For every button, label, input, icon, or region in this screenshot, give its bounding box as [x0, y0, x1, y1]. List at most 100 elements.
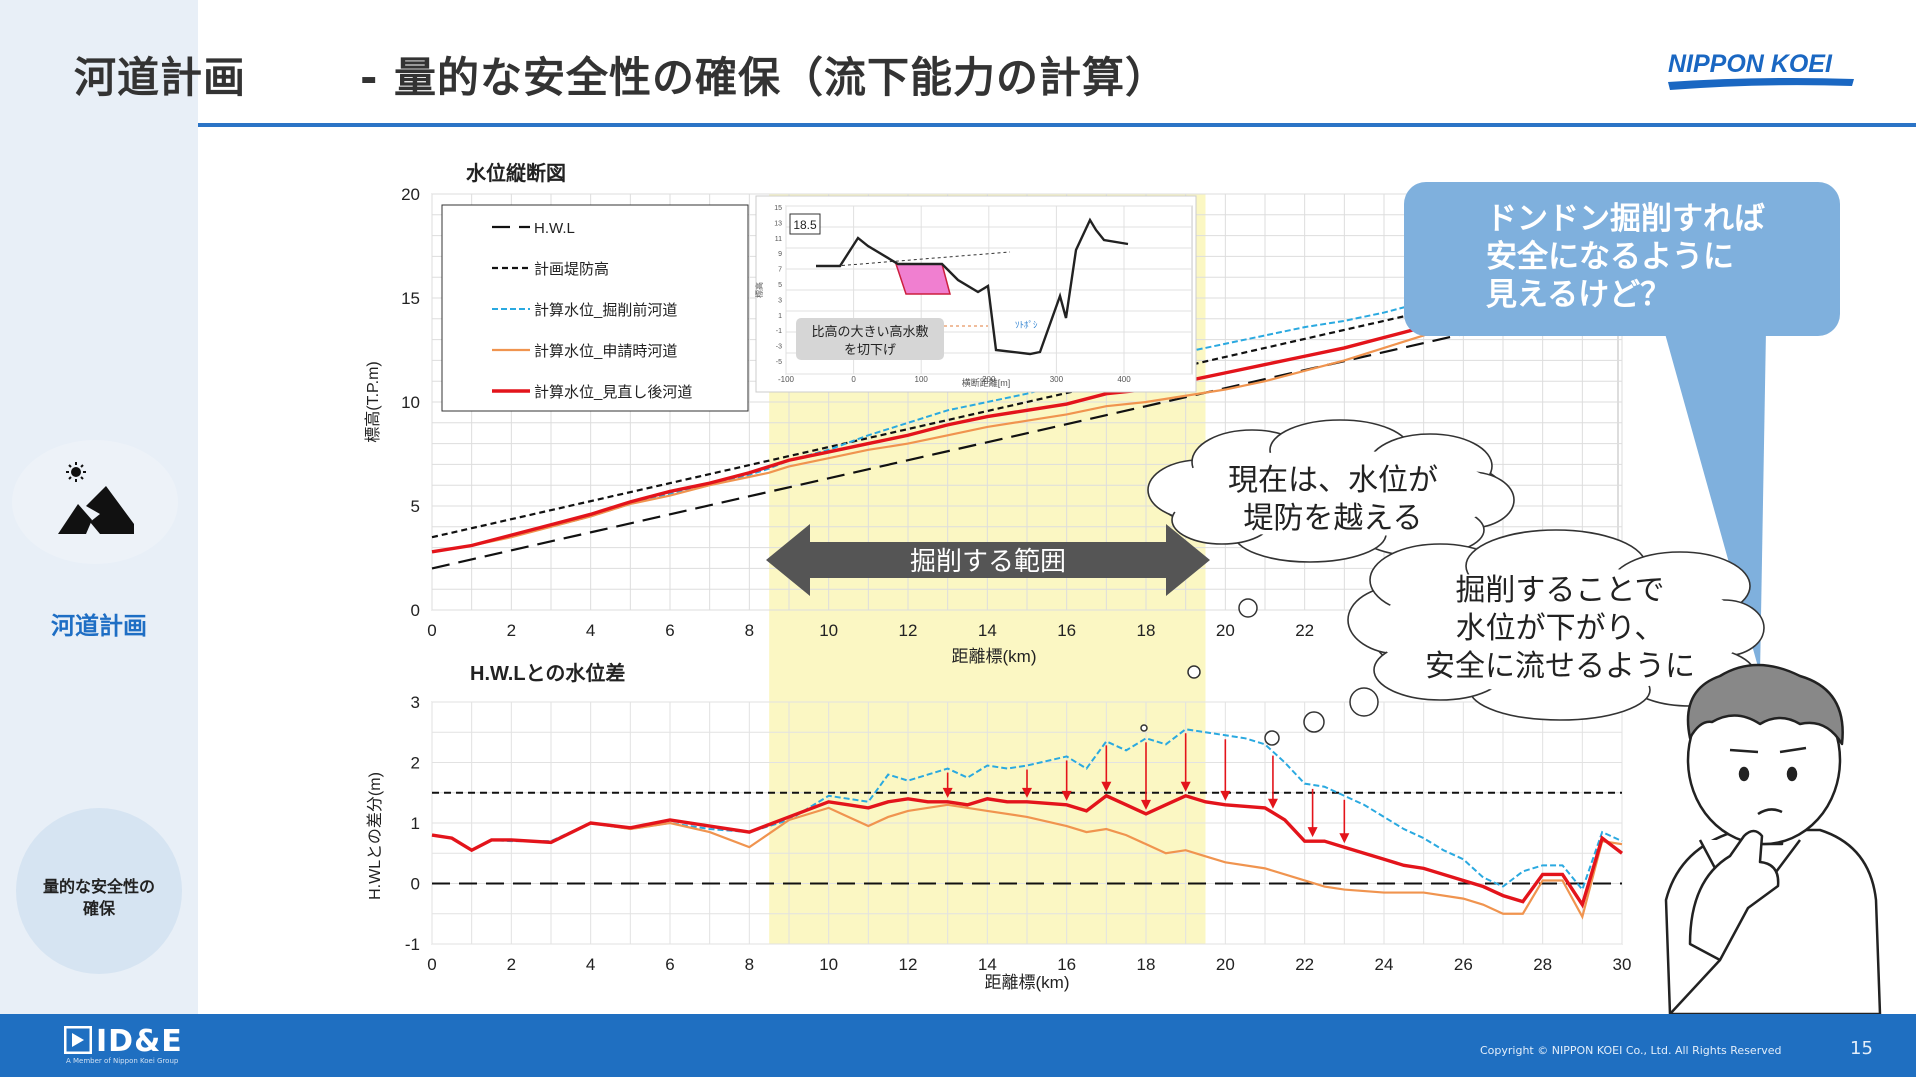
inset-xlabel: 横断距離[m]	[962, 377, 1011, 388]
reduction-arrow-head	[1141, 799, 1151, 810]
chart1-xlabel: 距離標(km)	[952, 647, 1037, 666]
inset-ylabel: 標高	[754, 282, 764, 298]
callout-line-1: ドンドン掘削すれば	[1486, 201, 1765, 237]
reduction-arrow-head	[1061, 790, 1072, 801]
page-title: 河道計画	[74, 53, 247, 102]
inset-xtick-label: 0	[851, 375, 856, 384]
sidebar-active-item-line-1: 量的な安全性の	[42, 877, 155, 896]
river-mountain-icon[interactable]	[56, 462, 136, 540]
inset-xtick-label: 300	[1050, 375, 1064, 384]
chart1-xtick-label: 6	[665, 621, 674, 640]
inset-note-box	[796, 318, 944, 360]
sidebar-active-item[interactable]	[16, 808, 182, 974]
cloud2-line-2: 水位が下がり、	[1455, 611, 1665, 646]
sidebar-section-label[interactable]: 河道計画	[51, 612, 147, 640]
chart1-ytick-label: 10	[401, 393, 420, 412]
chart2-xtick-label: 4	[586, 955, 595, 974]
chart1-ytick-label: 5	[411, 497, 420, 516]
chart1-ytick-label: 20	[401, 185, 420, 204]
inset-label: 18.5	[793, 218, 817, 232]
chart2-xtick-label: 14	[978, 955, 997, 974]
speech-callout	[1404, 182, 1840, 336]
sidebar-active-item-line-2: 確保	[82, 899, 115, 918]
chart2-reduction-arrows	[942, 733, 1350, 844]
logo-text: NIPPON KOEI	[1668, 50, 1833, 78]
callout-line-3: 見えるけど？	[1486, 277, 1672, 313]
chart2-ytick-label: 1	[411, 814, 420, 833]
inset-ground-profile	[816, 217, 1129, 356]
chart1-xtick-label: 14	[978, 621, 997, 640]
inset-ytick-label: -1	[776, 328, 782, 335]
chart2-xtick-label: 22	[1295, 955, 1314, 974]
thought-cloud-2-text: 掘削することで 水位が下がり、 安全に流せるように	[1390, 572, 1730, 686]
cloud1-line-2: 堤防を越える	[1243, 501, 1423, 536]
chart1-xtick-label: 22	[1295, 621, 1314, 640]
inset-note-line-1: 比高の大きい高水敷	[811, 324, 928, 339]
footer-logo-text: ID&E	[96, 1024, 183, 1059]
inset-ytick-label: 7	[778, 267, 782, 274]
chart1-xtick-label: 2	[507, 621, 516, 640]
chart1-xtick-label: 12	[899, 621, 918, 640]
chart2-xtick-label: 20	[1216, 955, 1235, 974]
inset-water-label: ｿﾄﾎﾟｼ	[1015, 320, 1038, 330]
chart2-grid	[431, 701, 1623, 945]
inset-cross-section: 18.5 ｿﾄﾎﾟｼ 比高の大きい高水敷 を切下げ -100 0 100 200 300…	[754, 195, 1197, 393]
reduction-arrow-head	[942, 787, 953, 798]
chart2-series-line	[431, 728, 1623, 892]
legend-label: H.W.L	[534, 220, 575, 237]
chart2-xtick-label: 30	[1613, 955, 1632, 974]
footer-tagline: A Member of Nippon Koei Group	[66, 1057, 179, 1065]
footer-bar	[0, 1014, 1916, 1077]
cloud1-line-1: 現在は、水位が	[1228, 463, 1438, 498]
excavation-range-label: 掘削する範囲	[910, 547, 1066, 577]
reduction-arrow-head	[1101, 781, 1112, 792]
chart1-xtick-label: 18	[1137, 621, 1156, 640]
inset-ytick-label: 13	[774, 220, 782, 227]
thought-cloud-1	[1147, 419, 1515, 563]
chart2-xtick-label: 10	[819, 955, 838, 974]
inset-ytick-label: -3	[776, 344, 782, 351]
inset-ytick-label: 9	[778, 251, 782, 258]
chart1-legend: H.W.L 計画堤防高計算水位_掘削前河道計算水位_申請時河道計算水位_見直し後河…	[441, 204, 749, 412]
legend-label: 計画堤防高	[534, 261, 609, 278]
ide-logo-icon	[64, 1026, 92, 1054]
chart2-ytick-label: -1	[405, 935, 420, 954]
chart2-xtick-label: 8	[745, 955, 754, 974]
chart1-series-group	[431, 265, 1623, 570]
chart1-xtick-label: 8	[745, 621, 754, 640]
inset-xtick-label: 100	[915, 375, 929, 384]
chart1-ylabel: 標高(T.P.m)	[364, 361, 382, 443]
chart2-series-group	[431, 728, 1624, 920]
chart2-ytick-label: 3	[411, 693, 420, 712]
chart1-xtick-label: 10	[819, 621, 838, 640]
nippon-koei-logo: NIPPON KOEI	[1668, 50, 1854, 90]
inset-ytick-label: 5	[778, 282, 782, 289]
inset-xtick-label: -100	[778, 375, 795, 384]
chart1-ytick-label: 15	[401, 289, 420, 308]
chart1-series-line	[431, 265, 1623, 539]
chart2-ytick-label: 0	[411, 875, 420, 894]
reduction-arrow-head	[1220, 790, 1231, 801]
chart1-xtick-label: 0	[427, 621, 436, 640]
chart1-xtick-label: 20	[1216, 621, 1235, 640]
cloud2-line-1: 掘削することで	[1455, 573, 1665, 608]
chart1-xtick-label: 4	[586, 621, 595, 640]
chart2-xtick-label: 16	[1057, 955, 1076, 974]
chart2-title: H.W.Lとの水位差	[470, 661, 625, 685]
inset-label-box	[789, 213, 821, 235]
chart2-xtick-label: 18	[1137, 955, 1156, 974]
chart1-series-line	[431, 326, 1444, 553]
chart2-ylabel: H.WLとの差分(m)	[366, 772, 384, 900]
inset-note-line-2: を切下げ	[844, 342, 896, 357]
reduction-arrow-head	[1022, 787, 1032, 798]
thought-cloud-2	[1347, 529, 1765, 721]
chart2-ytick-label: 2	[411, 754, 420, 773]
inset-xtick-label: 400	[1117, 375, 1131, 384]
thought-bubbles	[1140, 598, 1379, 746]
chart1-ytick-label: 0	[411, 601, 420, 620]
chart1-series-line	[431, 296, 1623, 570]
legend-label: 計算水位_見直し後河道	[534, 383, 692, 401]
chart2-series-line	[431, 793, 1624, 909]
thinking-person-illustration	[1664, 663, 1882, 1014]
